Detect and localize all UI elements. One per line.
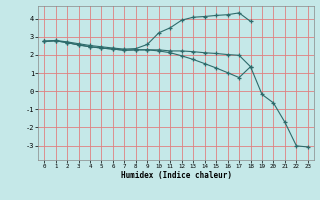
- X-axis label: Humidex (Indice chaleur): Humidex (Indice chaleur): [121, 171, 231, 180]
